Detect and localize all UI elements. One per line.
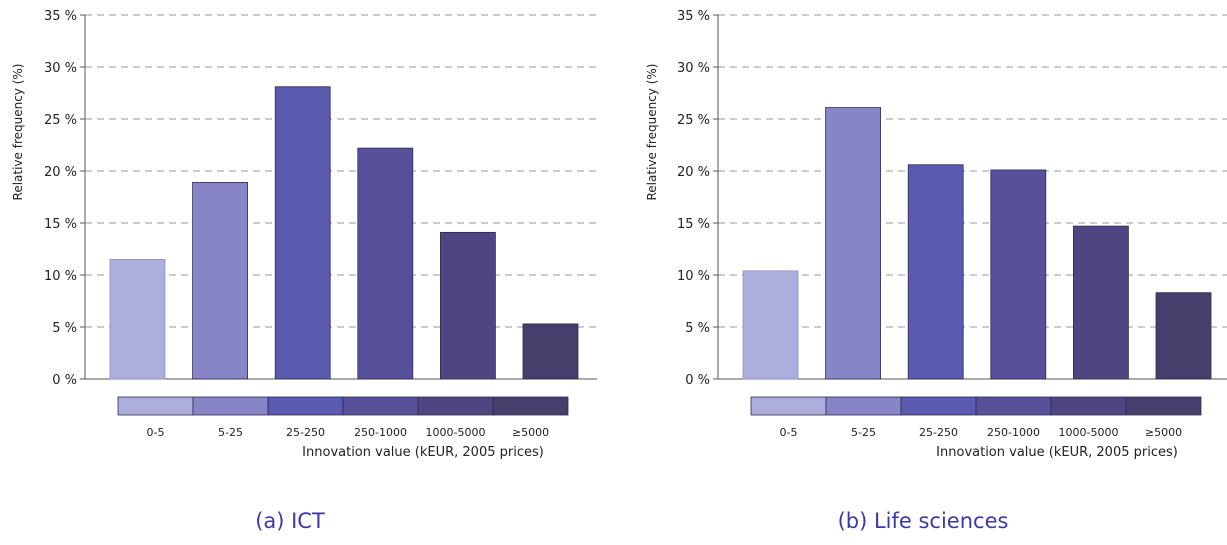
bar-0-5	[109, 258, 166, 380]
legend-swatch	[975, 396, 1052, 416]
y-tick-label: 35 %	[44, 9, 77, 24]
legend-swatch	[192, 396, 269, 416]
y-tick-label: 20 %	[677, 165, 710, 180]
legend-swatch	[1050, 396, 1127, 416]
legend-swatch	[1125, 396, 1202, 416]
y-tick-label: 30 %	[677, 61, 710, 76]
legend-swatch	[417, 396, 494, 416]
x-category-label: 0-5	[780, 426, 798, 439]
y-tick-label: 20 %	[44, 165, 77, 180]
legend-swatch	[342, 396, 419, 416]
chart-caption: (b) Life sciences	[838, 509, 1009, 533]
y-tick-label: 0 %	[685, 373, 710, 388]
x-category-label: 250-1000	[987, 426, 1040, 439]
x-category-label: 5-25	[218, 426, 243, 439]
bar-25-250	[274, 86, 331, 380]
x-category-label: 25-250	[919, 426, 958, 439]
y-tick-label: 0 %	[52, 373, 77, 388]
x-axis-label: Innovation value (kEUR, 2005 prices)	[302, 445, 544, 460]
y-tick-label: 10 %	[44, 269, 77, 284]
x-category-label: 1000-5000	[426, 426, 486, 439]
x-category-label: 250-1000	[354, 426, 407, 439]
bar-5-25	[825, 107, 881, 380]
bar-250-1000	[357, 147, 414, 380]
y-tick-label: 15 %	[44, 217, 77, 232]
legend-swatch	[750, 396, 827, 416]
y-tick-label: 5 %	[52, 321, 77, 336]
y-tick-label: 10 %	[677, 269, 710, 284]
y-tick-label: 25 %	[677, 113, 710, 128]
y-axis-label: Relative frequency (%)	[645, 64, 659, 201]
chart-panel-1: 0 % 5 % 10 % 15 % 20 % 25 % 30 % 35 % 0-5 5-25 25-…	[11, 9, 597, 533]
legend-swatch	[492, 396, 569, 416]
legend-swatch	[825, 396, 902, 416]
x-category-label: 25-250	[286, 426, 325, 439]
bar-25-250	[907, 164, 964, 380]
bar-250-1000	[990, 169, 1047, 380]
chart-caption: (a) ICT	[255, 509, 325, 533]
chart-panel-2: 0 % 5 % 10 % 15 % 20 % 25 % 30 % 35 % 0-5 5-25 25-…	[645, 9, 1227, 533]
bar-0-5	[742, 270, 799, 380]
bar-≥5000	[1155, 292, 1212, 380]
x-axis-label: Innovation value (kEUR, 2005 prices)	[936, 445, 1178, 460]
x-category-label: ≥5000	[512, 426, 549, 439]
y-axis-label: Relative frequency (%)	[11, 64, 25, 201]
x-category-label: ≥5000	[1145, 426, 1182, 439]
bar-1000-5000	[439, 231, 496, 380]
y-tick-label: 5 %	[685, 321, 710, 336]
y-tick-label: 25 %	[44, 113, 77, 128]
y-tick-label: 30 %	[44, 61, 77, 76]
bar-5-25	[192, 182, 249, 380]
legend-swatch	[267, 396, 344, 416]
y-tick-label: 15 %	[677, 217, 710, 232]
x-category-label: 5-25	[851, 426, 876, 439]
x-category-label: 1000-5000	[1059, 426, 1119, 439]
y-tick-label: 35 %	[677, 9, 710, 24]
legend-swatch	[117, 396, 194, 416]
bar-≥5000	[522, 323, 579, 380]
legend-swatch	[900, 396, 977, 416]
bar-1000-5000	[1073, 225, 1129, 380]
x-category-label: 0-5	[147, 426, 165, 439]
